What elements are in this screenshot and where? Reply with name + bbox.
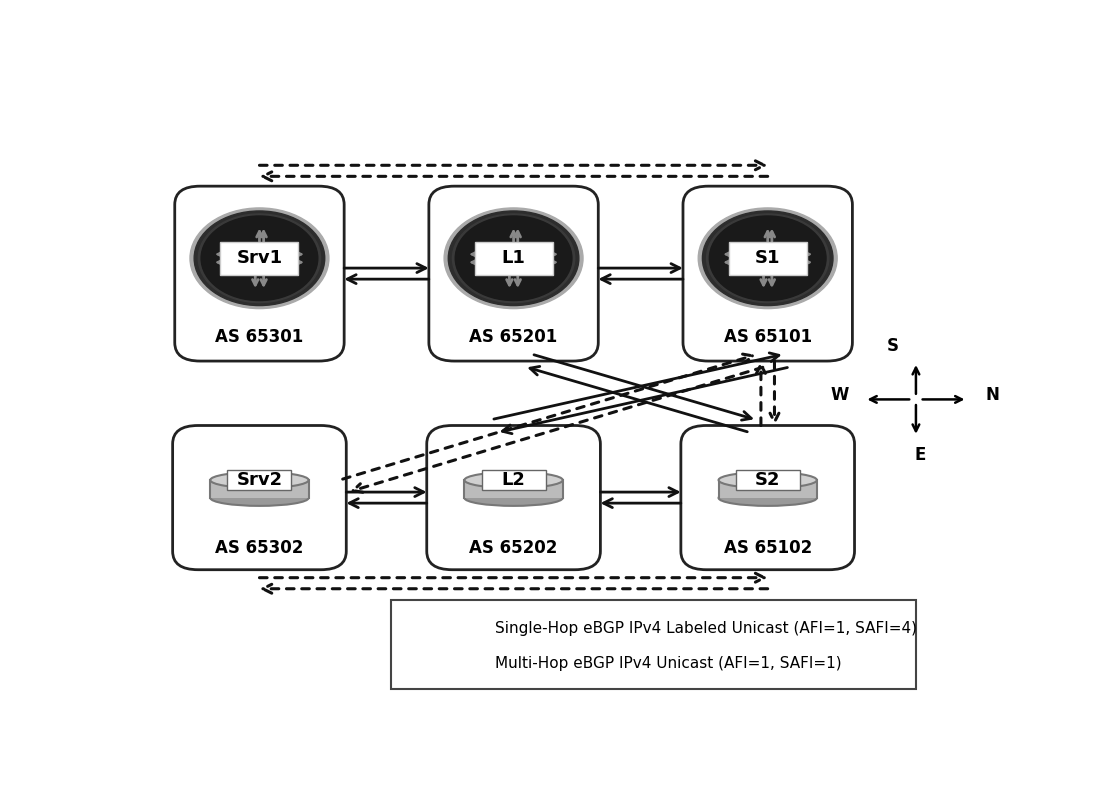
Text: AS 65301: AS 65301	[215, 328, 304, 346]
FancyBboxPatch shape	[681, 426, 855, 570]
Circle shape	[195, 211, 325, 305]
Circle shape	[448, 211, 579, 305]
Text: E: E	[914, 446, 926, 464]
Circle shape	[706, 214, 828, 303]
Text: AS 65201: AS 65201	[470, 328, 557, 346]
FancyBboxPatch shape	[683, 186, 853, 361]
Circle shape	[190, 208, 329, 308]
FancyBboxPatch shape	[729, 241, 807, 275]
Text: AS 65302: AS 65302	[215, 540, 304, 557]
Text: Multi-Hop eBGP IPv4 Unicast (AFI=1, SAFI=1): Multi-Hop eBGP IPv4 Unicast (AFI=1, SAFI…	[495, 656, 842, 670]
Ellipse shape	[210, 490, 308, 506]
Text: Single-Hop eBGP IPv4 Labeled Unicast (AFI=1, SAFI=4): Single-Hop eBGP IPv4 Labeled Unicast (AF…	[495, 621, 917, 636]
Text: S1: S1	[755, 249, 780, 267]
Circle shape	[698, 208, 837, 308]
Text: S: S	[888, 336, 900, 355]
Ellipse shape	[465, 472, 563, 488]
FancyBboxPatch shape	[227, 469, 292, 490]
Ellipse shape	[465, 490, 563, 506]
FancyBboxPatch shape	[428, 186, 598, 361]
Circle shape	[455, 216, 572, 300]
Circle shape	[198, 214, 320, 303]
Ellipse shape	[718, 472, 816, 488]
FancyBboxPatch shape	[736, 469, 800, 490]
Circle shape	[703, 211, 833, 305]
Text: AS 65101: AS 65101	[724, 328, 812, 346]
Text: S2: S2	[755, 471, 780, 489]
Text: Srv2: Srv2	[236, 471, 282, 489]
Bar	[465, 480, 563, 498]
Ellipse shape	[210, 472, 308, 488]
Text: W: W	[831, 387, 849, 404]
Bar	[718, 480, 816, 498]
Text: L2: L2	[502, 471, 526, 489]
FancyBboxPatch shape	[426, 426, 600, 570]
Text: AS 65202: AS 65202	[469, 540, 557, 557]
FancyBboxPatch shape	[175, 186, 344, 361]
Text: Srv1: Srv1	[236, 249, 282, 267]
Bar	[210, 480, 308, 498]
FancyBboxPatch shape	[391, 600, 916, 689]
FancyBboxPatch shape	[474, 241, 553, 275]
Circle shape	[709, 216, 826, 300]
Text: L1: L1	[502, 249, 526, 267]
FancyBboxPatch shape	[173, 426, 346, 570]
Circle shape	[453, 214, 575, 303]
Text: N: N	[985, 387, 999, 404]
Text: AS 65102: AS 65102	[724, 540, 812, 557]
Circle shape	[444, 208, 583, 308]
FancyBboxPatch shape	[482, 469, 545, 490]
Ellipse shape	[718, 490, 816, 506]
Circle shape	[201, 216, 318, 300]
FancyBboxPatch shape	[221, 241, 298, 275]
